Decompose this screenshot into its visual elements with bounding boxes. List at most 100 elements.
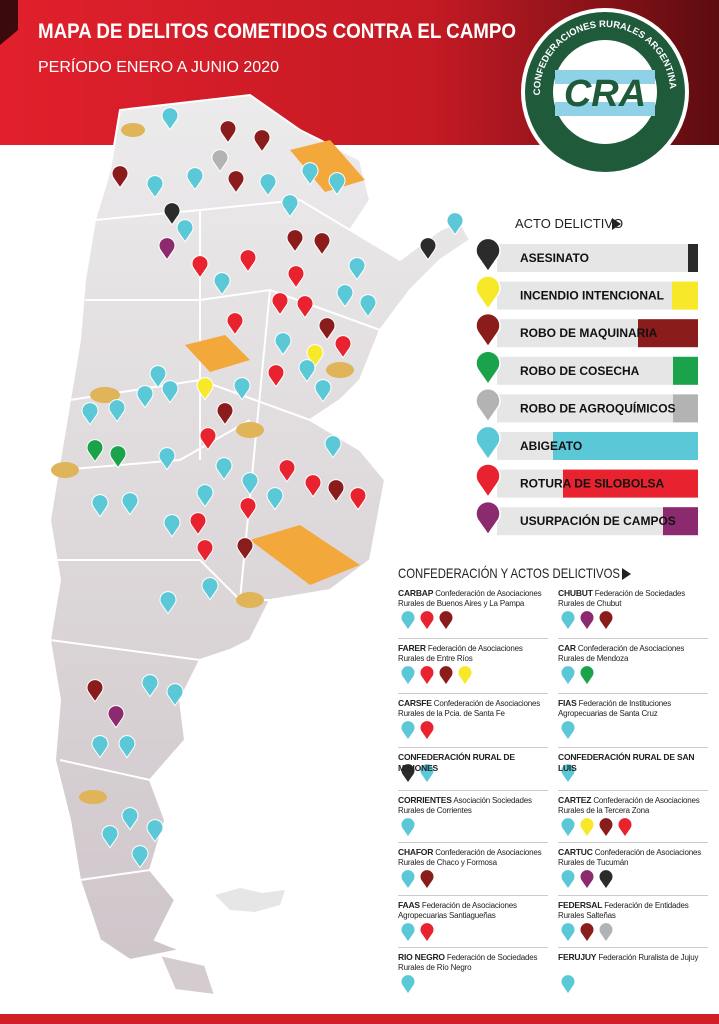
legend-bar: [663, 507, 698, 536]
confed-pin: [560, 610, 576, 631]
code: FIAS: [558, 698, 577, 708]
legend-bar: [563, 469, 698, 498]
confed-pin: [560, 720, 576, 741]
legend-label: ROBO DE COSECHA: [520, 364, 640, 378]
code: FEDERSAL: [558, 900, 603, 910]
confederation: FEDERSAL Federación de Entidades Rurales…: [558, 900, 710, 921]
separator: [398, 842, 548, 843]
arrow: [622, 568, 631, 580]
separator: [398, 693, 548, 694]
map-pin: [239, 497, 257, 521]
confed-pin: [560, 665, 576, 686]
map-pin: [328, 172, 346, 196]
separator: [558, 638, 708, 639]
map-pin: [227, 170, 245, 194]
map-pin: [278, 459, 296, 483]
map-pin: [215, 457, 233, 481]
map-pin: [91, 494, 109, 518]
confed-pin: [400, 922, 416, 943]
map-pin: [191, 255, 209, 279]
confederation: CAR Confederación de Asociaciones Rurale…: [558, 643, 710, 664]
confed-pin: [400, 869, 416, 890]
confederation: CHUBUT Federación de Sociedades Rurales …: [558, 588, 710, 609]
map-pin: [81, 402, 99, 426]
code: RIO NEGRO: [398, 952, 445, 962]
legend-label: ABIGEATO: [520, 439, 582, 453]
confed-pin: [419, 720, 435, 741]
map-pin: [146, 819, 164, 843]
map-pin: [419, 237, 437, 261]
description: Federación Ruralista de Jujuy: [598, 953, 699, 962]
map-pin: [318, 317, 336, 341]
map-pin: [186, 167, 204, 191]
legend-track: [497, 244, 698, 272]
map-pin: [359, 294, 377, 318]
map-pin: [216, 402, 234, 426]
map-pin: [158, 237, 176, 261]
description: Federación de Sociedades Rurales de Río …: [398, 953, 538, 972]
confederation: CORRIENTES Asociación Sociedades Rurales…: [398, 795, 550, 816]
confederation: CONFEDERACIÓN RURAL DE SAN LUIS: [558, 752, 710, 774]
confed-pin: [579, 869, 595, 890]
legend-bar: [553, 432, 698, 460]
code: CARTUC: [558, 847, 593, 857]
map-pin: [86, 679, 104, 703]
separator: [558, 842, 708, 843]
confed-pin: [560, 922, 576, 943]
legend-label: ROBO DE AGROQUÍMICOS: [520, 400, 676, 415]
map-pin: [313, 232, 331, 256]
code: CONFEDERACIÓN RURAL DE MISIONES: [398, 752, 515, 773]
logo-text: CRA: [564, 73, 646, 115]
description: Federación de Entidades Rurales Salteñas: [558, 901, 689, 920]
confederation: FIAS Federación de Instituciones Agropec…: [558, 698, 710, 719]
map-pin: [136, 385, 154, 409]
arrow: [612, 218, 621, 230]
map-pin: [121, 807, 139, 831]
map-pin: [196, 377, 214, 401]
confed-pin: [400, 974, 416, 995]
code: FARER: [398, 643, 426, 653]
legend-track: [497, 281, 698, 310]
confed-pin: [560, 974, 576, 995]
map-pin: [159, 591, 177, 615]
map-pin: [324, 435, 342, 459]
map-pin: [201, 577, 219, 601]
legend-bar: [688, 244, 698, 272]
separator: [558, 747, 708, 748]
separator: [398, 638, 548, 639]
map-pin: [161, 380, 179, 404]
confederation: CONFEDERACIÓN RURAL DE MISIONES: [398, 752, 550, 774]
confed-pin: [560, 763, 576, 784]
legend-pin: [475, 350, 501, 386]
confed-pin: [400, 817, 416, 838]
confed-pin: [579, 922, 595, 943]
code: CHUBUT: [558, 588, 593, 598]
legend-pin: [475, 425, 501, 461]
separator: [558, 895, 708, 896]
confederation: CARTEZ Confederación de Asociaciones Rur…: [558, 795, 710, 816]
map-pin: [286, 229, 304, 253]
separator: [398, 790, 548, 791]
legend-pin: [475, 388, 501, 424]
legend-label: ROTURA DE SILOBOLSA: [520, 477, 665, 491]
map-pin: [287, 265, 305, 289]
map-pin: [211, 149, 229, 173]
code: FAAS: [398, 900, 420, 910]
map-pin: [239, 249, 257, 273]
map-pin: [166, 683, 184, 707]
map-pin: [161, 107, 179, 131]
code: CARBAP: [398, 588, 434, 598]
map-pin: [163, 202, 181, 226]
map-pin: [86, 439, 104, 463]
legend-label: ASESINATO: [520, 251, 589, 265]
map-pin: [219, 120, 237, 144]
map-pin: [141, 674, 159, 698]
map-pin: [101, 825, 119, 849]
map-pin: [233, 377, 251, 401]
confederation: FARER Federación de Asociaciones Rurales…: [398, 643, 550, 664]
confed-pin: [579, 610, 595, 631]
description: Federación de Asociaciones Rurales de En…: [398, 644, 523, 663]
confed-pin: [419, 763, 435, 784]
tierra-del-fuego: [158, 953, 217, 997]
map-pin: [196, 484, 214, 508]
